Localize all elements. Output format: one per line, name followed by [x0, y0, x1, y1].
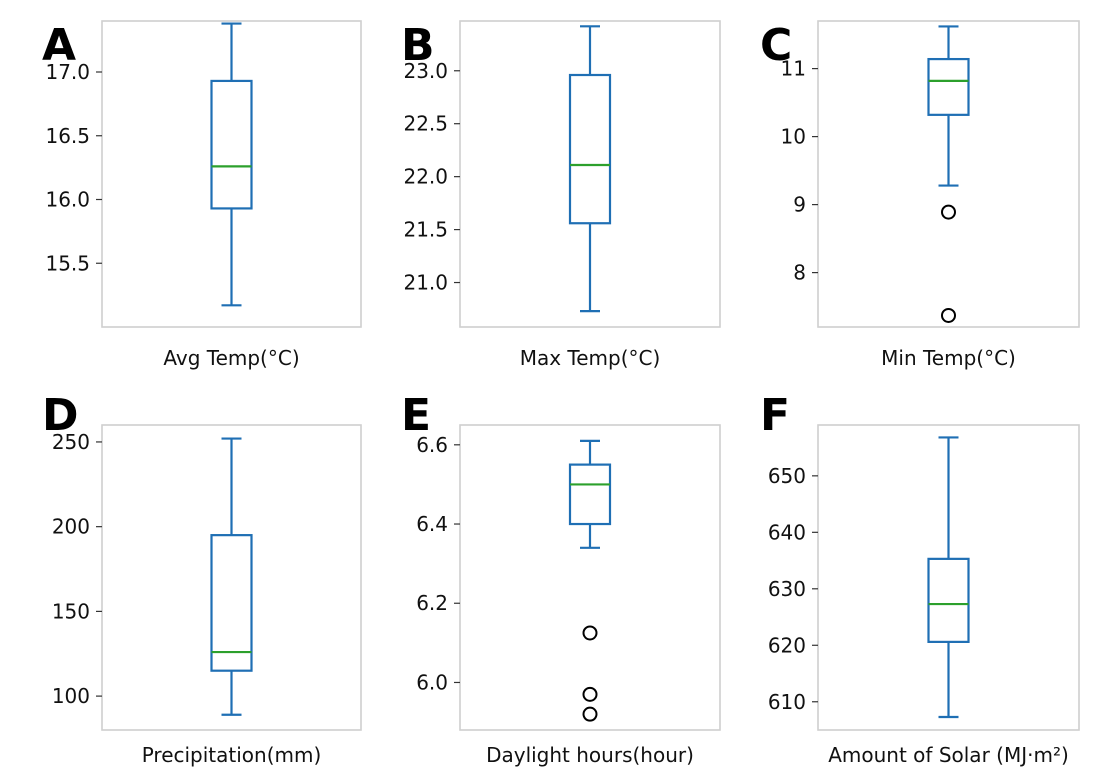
y-tick-label: 6.0 — [416, 670, 448, 694]
y-tick-label: 23.0 — [403, 59, 448, 83]
iqr-box — [927, 557, 970, 643]
y-tick-label: 16.0 — [45, 188, 90, 212]
axes-frame — [101, 20, 362, 328]
outlier-point — [582, 706, 598, 722]
panel-letter: D — [42, 390, 79, 441]
iqr-box — [568, 463, 612, 526]
y-tick-label: 9 — [793, 193, 806, 217]
y-tick-label: 630 — [768, 577, 806, 601]
y-tick-label: 11 — [781, 57, 806, 81]
y-tick-label: 640 — [768, 520, 806, 544]
iqr-box — [210, 534, 253, 672]
y-tick-label: 22.0 — [403, 165, 448, 189]
y-tick-label: 8 — [793, 261, 806, 285]
y-tick-label: 22.5 — [403, 112, 448, 136]
iqr-box — [927, 57, 970, 116]
axes-frame — [817, 20, 1080, 328]
panel-letter: B — [401, 20, 435, 71]
axes-frame — [459, 20, 721, 328]
panel-letter: C — [760, 20, 792, 71]
y-tick-label: 10 — [781, 125, 806, 149]
y-tick-label: 17.0 — [45, 60, 90, 84]
iqr-box — [210, 79, 253, 210]
x-axis-label: Precipitation(mm) — [142, 743, 322, 767]
y-tick-label: 16.5 — [45, 124, 90, 148]
outlier-point — [582, 625, 598, 641]
y-tick-label: 6.6 — [416, 433, 448, 457]
axes-frame — [817, 424, 1080, 731]
axes-frame — [101, 424, 362, 731]
panel-c: C 8 9 10 11 Min Temp(°C) — [760, 20, 1080, 370]
y-tick-label: 15.5 — [45, 251, 90, 275]
panel-d: D 100 150 200 250 Precipitation(mm) — [42, 390, 362, 767]
iqr-box — [568, 73, 612, 225]
y-tick-label: 250 — [52, 430, 90, 454]
panel-letter: F — [760, 390, 790, 441]
x-axis-label: Max Temp(°C) — [520, 346, 661, 370]
panel-f: F 610 620 630 640 650 Amount of Solar (MJ·m²) — [760, 390, 1080, 767]
y-tick-label: 610 — [768, 690, 806, 714]
y-tick-label: 650 — [768, 464, 806, 488]
axes-frame — [459, 424, 721, 731]
panel-b: B 21.0 21.5 22.0 22.5 23.0 Max Temp(°C) — [401, 20, 721, 370]
x-axis-label: Avg Temp(°C) — [163, 346, 299, 370]
panel-e: E 6.0 6.2 6.4 6.6 Daylight hours(hour) — [401, 390, 721, 767]
outlier-point — [941, 204, 956, 220]
y-tick-label: 6.4 — [416, 512, 448, 536]
y-tick-label: 200 — [52, 515, 90, 539]
y-tick-label: 620 — [768, 633, 806, 657]
outlier-point — [941, 307, 956, 323]
y-tick-label: 6.2 — [416, 591, 448, 615]
y-tick-label: 21.0 — [403, 271, 448, 295]
y-tick-label: 100 — [52, 684, 90, 708]
y-tick-label: 21.5 — [403, 218, 448, 242]
x-axis-label: Daylight hours(hour) — [486, 743, 694, 767]
panel-a: A 15.5 16.0 16.5 17.0 Avg Temp(°C) — [42, 20, 362, 370]
panel-letter: A — [42, 20, 76, 71]
x-axis-label: Min Temp(°C) — [881, 346, 1016, 370]
y-tick-label: 150 — [52, 599, 90, 623]
outlier-point — [582, 686, 598, 702]
panel-letter: E — [401, 390, 431, 441]
x-axis-label: Amount of Solar (MJ·m²) — [828, 743, 1069, 767]
